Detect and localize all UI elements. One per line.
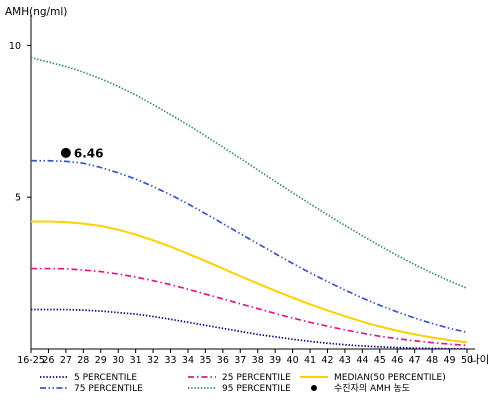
y-tick-label: 10 bbox=[9, 41, 21, 52]
legend-label: 5 PERCENTILE bbox=[74, 373, 137, 383]
x-tick-label: 29 bbox=[95, 355, 107, 366]
x-tick-label: 26 bbox=[42, 355, 54, 366]
x-tick-label: 43 bbox=[339, 355, 351, 366]
x-tick-label: 31 bbox=[130, 355, 142, 366]
x-tick-label: 36 bbox=[217, 355, 229, 366]
x-tick-label: 28 bbox=[77, 355, 89, 366]
x-tick-label: 40 bbox=[287, 355, 299, 366]
series-line-5-percentile bbox=[31, 308, 467, 350]
legend: 5 PERCENTILE 25 PERCENTILE MEDIAN(50 PERCE… bbox=[40, 373, 446, 394]
x-tick-label: 47 bbox=[409, 355, 421, 366]
legend-marker-patient bbox=[311, 385, 317, 391]
x-tick-label: 44 bbox=[356, 355, 368, 366]
x-tick-label: 37 bbox=[234, 355, 246, 366]
series-line-median-50-percentile bbox=[31, 220, 468, 344]
x-tick-label: 46 bbox=[391, 355, 403, 366]
patient-amh-point bbox=[60, 147, 71, 158]
patient-amh-value-label: 6.46 bbox=[74, 146, 104, 160]
legend-label: 25 PERCENTILE bbox=[222, 373, 291, 383]
series-layer bbox=[30, 56, 468, 350]
legend-label: 95 PERCENTILE bbox=[222, 384, 291, 394]
y-tick-label: 5 bbox=[15, 193, 21, 204]
x-tick-label: 27 bbox=[60, 355, 72, 366]
series-line-75-percentile bbox=[31, 159, 468, 334]
x-axis-title: 나이 bbox=[470, 354, 489, 366]
x-tick-label: 49 bbox=[444, 355, 456, 366]
x-tick-label: 42 bbox=[321, 355, 333, 366]
series-line-25-percentile bbox=[31, 267, 468, 347]
patient-point-layer: 6.46 bbox=[60, 146, 104, 160]
x-tick-label: 39 bbox=[269, 355, 281, 366]
legend-label: 수진자의 AMH 농도 bbox=[334, 383, 410, 394]
x-tick-label: 34 bbox=[182, 355, 194, 366]
x-tick-label: 38 bbox=[252, 355, 264, 366]
x-tick-label: 48 bbox=[426, 355, 438, 366]
x-tick-label: 35 bbox=[199, 355, 211, 366]
legend-label: 75 PERCENTILE bbox=[74, 384, 143, 394]
y-axis-title: AMH(ng/ml) bbox=[5, 6, 67, 18]
x-tick-label: 32 bbox=[147, 355, 159, 366]
x-tick-label: 33 bbox=[164, 355, 176, 366]
x-tick-label: 16-25 bbox=[17, 355, 45, 366]
legend-label: MEDIAN(50 PERCENTILE) bbox=[334, 373, 446, 383]
x-tick-label: 41 bbox=[304, 355, 316, 366]
x-tick-label: 50 bbox=[461, 355, 473, 366]
x-tick-label: 45 bbox=[374, 355, 386, 366]
series-line-95-percentile bbox=[30, 56, 468, 290]
x-tick-label: 30 bbox=[112, 355, 124, 366]
